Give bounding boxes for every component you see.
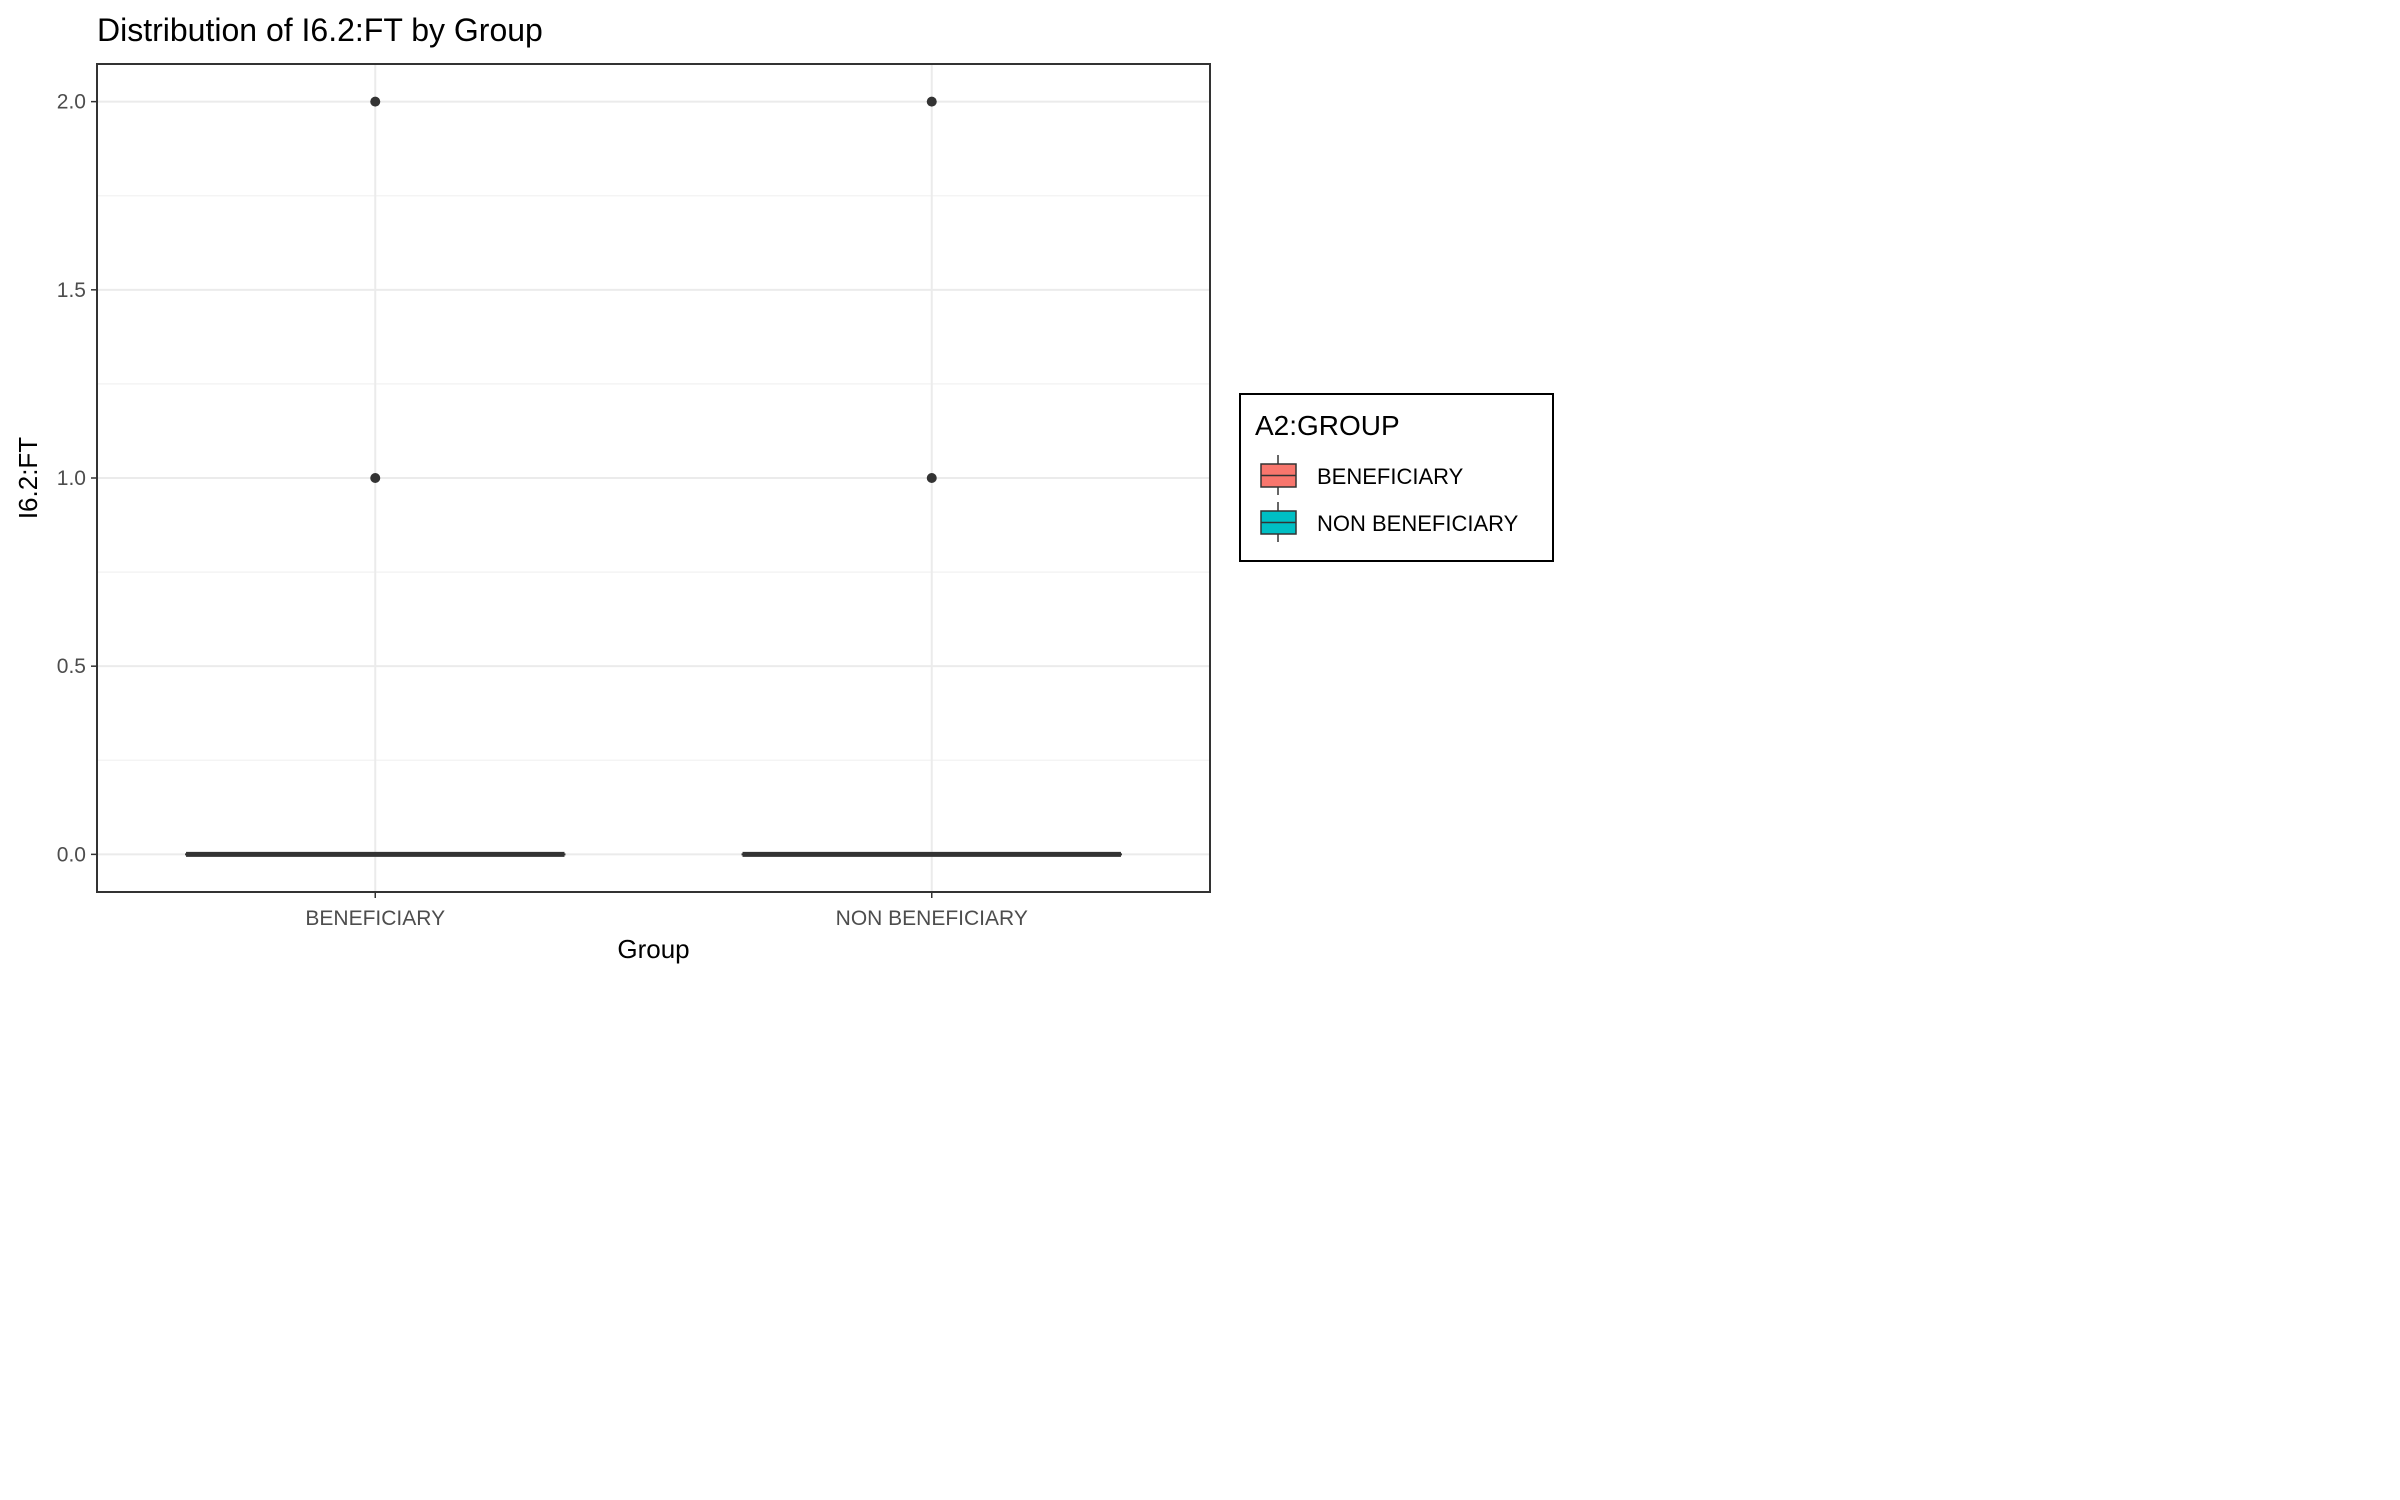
- legend-label: BENEFICIARY: [1317, 464, 1464, 489]
- outlier-point: [926, 96, 937, 107]
- legend: A2:GROUP BENEFICIARY NON BENEFICIARY: [1239, 393, 1554, 562]
- outlier-points: [370, 96, 937, 483]
- legend-entries: BENEFICIARY NON BENEFICIARY: [1260, 455, 1519, 542]
- x-tick-label: NON BENEFICIARY: [836, 907, 1028, 930]
- outlier-point: [370, 96, 381, 107]
- boxplot-chart: Distribution of I6.2:FT by Group 0.0 0.5 1…: [13, 12, 1554, 964]
- legend-label: NON BENEFICIARY: [1317, 511, 1519, 536]
- outlier-point: [926, 473, 937, 483]
- x-axis: BENEFICIARY NON BENEFICIARY: [305, 892, 1028, 930]
- y-tick-label: 0.0: [57, 843, 86, 866]
- x-tick-label: BENEFICIARY: [305, 907, 445, 930]
- y-tick-label: 2.0: [57, 91, 86, 114]
- y-axis-title: I6.2:FT: [13, 437, 43, 519]
- plot-panel: [96, 63, 1211, 893]
- y-tick-label: 0.5: [57, 655, 86, 678]
- x-axis-title: Group: [617, 934, 689, 964]
- y-axis: 0.0 0.5 1.0 1.5 2.0: [57, 91, 97, 866]
- legend-entry: NON BENEFICIARY: [1260, 502, 1519, 542]
- y-tick-label: 1.0: [57, 467, 86, 490]
- legend-title: A2:GROUP: [1255, 410, 1400, 441]
- chart-title: Distribution of I6.2:FT by Group: [97, 12, 543, 48]
- y-tick-label: 1.5: [57, 279, 86, 302]
- legend-entry: BENEFICIARY: [1260, 455, 1464, 495]
- outlier-point: [370, 473, 381, 483]
